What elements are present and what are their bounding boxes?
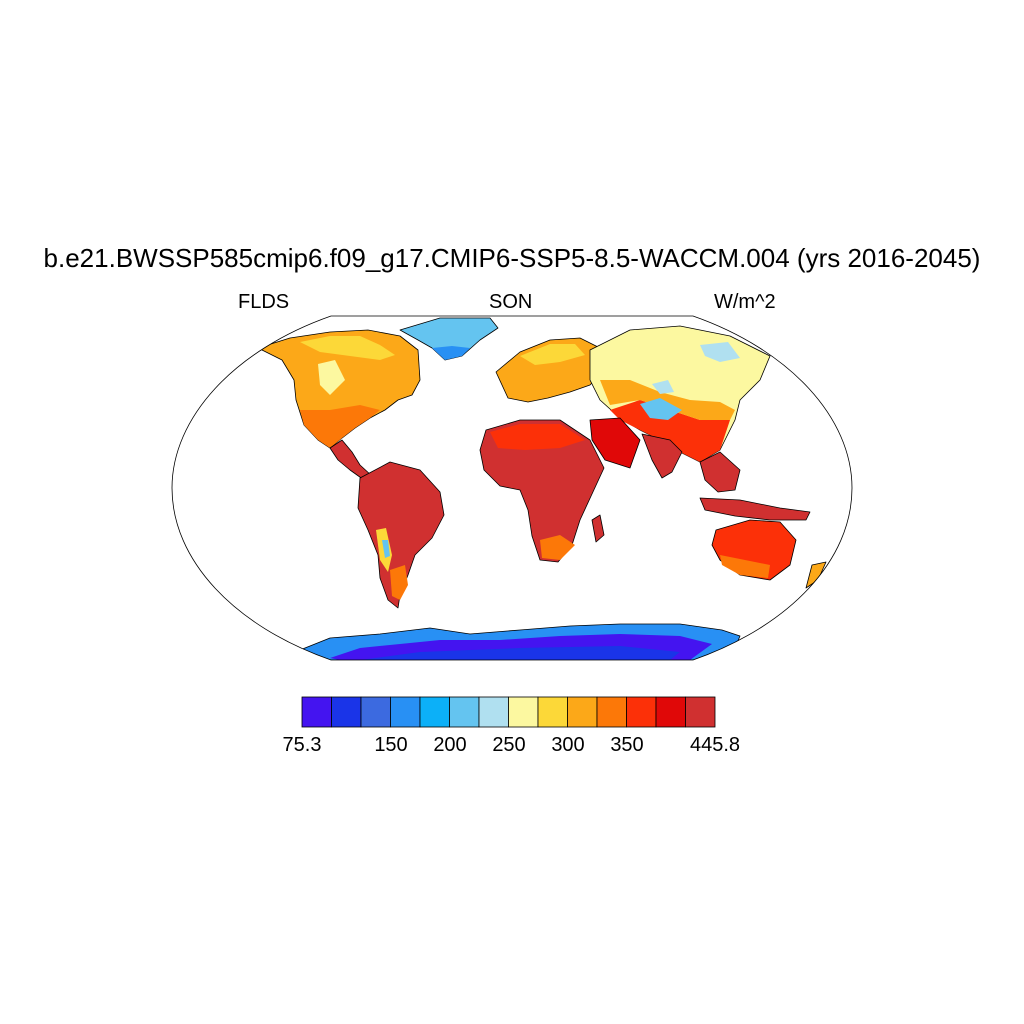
central-america-region bbox=[329, 439, 373, 481]
colorbar-swatch-2 bbox=[360, 696, 391, 728]
africa-region bbox=[479, 419, 605, 563]
colorbar-swatch-1 bbox=[331, 696, 362, 728]
indonesia-region bbox=[699, 497, 811, 521]
north-america-south bbox=[300, 405, 380, 448]
colorbar-swatch-4 bbox=[419, 696, 450, 728]
colorbar-swatch-3 bbox=[390, 696, 421, 728]
colorbar-swatch-11 bbox=[626, 696, 657, 728]
india-region bbox=[641, 433, 683, 479]
colorbar-label-3: 250 bbox=[492, 734, 526, 756]
units-label: W/m^2 bbox=[714, 291, 776, 313]
greenland-region bbox=[399, 317, 499, 361]
colorbar-swatch-0 bbox=[301, 696, 332, 728]
north-america-west-yellow bbox=[318, 360, 345, 395]
north-america-north bbox=[300, 336, 395, 360]
colorbar-label-6: 445.8 bbox=[689, 734, 741, 756]
south-america-south bbox=[390, 565, 408, 600]
colorbar-label-2: 200 bbox=[433, 734, 467, 756]
new-zealand bbox=[805, 561, 827, 589]
colorbar-swatch-5 bbox=[449, 696, 480, 728]
variable-label: FLDS bbox=[238, 291, 290, 313]
asia-south bbox=[610, 400, 730, 462]
colorbar bbox=[301, 696, 716, 728]
season-label: SON bbox=[489, 291, 533, 313]
mongolia-cold bbox=[652, 380, 674, 394]
colorbar-swatch-10 bbox=[596, 696, 627, 728]
colorbar-swatch-7 bbox=[508, 696, 539, 728]
asia-middle bbox=[600, 380, 735, 420]
colorbar-swatch-13 bbox=[685, 696, 716, 728]
colorbar-swatch-8 bbox=[537, 696, 568, 728]
antarctica-inner bbox=[360, 646, 680, 660]
colorbar-swatch-6 bbox=[478, 696, 509, 728]
colorbar-label-4: 300 bbox=[551, 734, 585, 756]
africa-north bbox=[490, 424, 585, 450]
greenland-coast bbox=[432, 346, 470, 360]
colorbar-label-0: 75.3 bbox=[282, 734, 322, 756]
europe-north bbox=[520, 344, 585, 365]
south-america-andes-cold bbox=[382, 540, 390, 558]
southeast-asia-region bbox=[699, 451, 741, 493]
africa-south bbox=[540, 535, 575, 560]
colorbar-swatch-9 bbox=[567, 696, 598, 728]
colorbar-label-1: 150 bbox=[374, 734, 408, 756]
siberia-cold bbox=[700, 342, 740, 362]
colorbar-label-5: 350 bbox=[610, 734, 644, 756]
arabia-region bbox=[589, 417, 641, 469]
madagascar bbox=[591, 514, 605, 543]
globe-outline bbox=[171, 315, 853, 661]
tibet-plateau bbox=[640, 398, 682, 420]
australia-south bbox=[720, 555, 770, 578]
plot-title: b.e21.BWSSP585cmip6.f09_g17.CMIP6-SSP5-8… bbox=[43, 243, 981, 273]
colorbar-swatch-12 bbox=[655, 696, 686, 728]
